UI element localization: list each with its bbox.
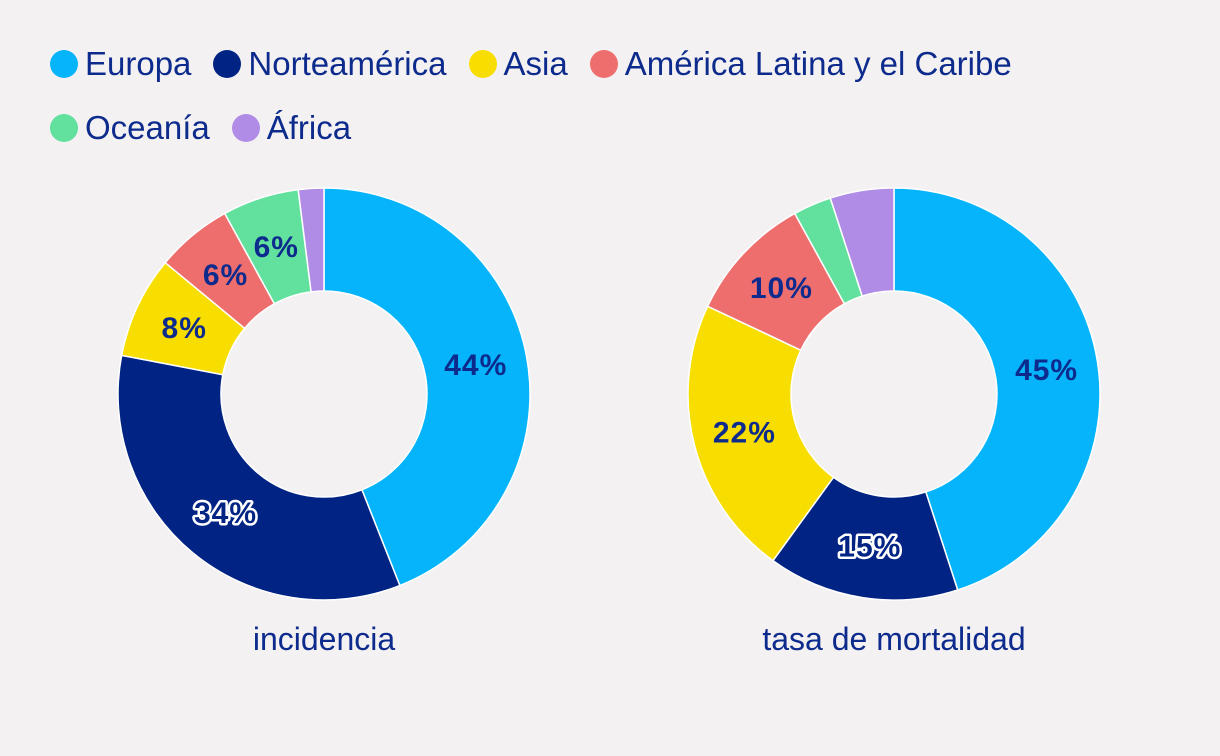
chart-title: tasa de mortalidad <box>762 621 1025 657</box>
legend-label: Norteamérica <box>248 45 447 82</box>
legend-item: Oceanía <box>50 109 210 146</box>
slice-label: 44% <box>444 349 507 382</box>
donut-chart-2: 45% 15% 22% 10% tasa de mortalidad <box>687 187 1101 657</box>
donut-slice <box>893 187 1101 591</box>
chart-title: incidencia <box>253 621 396 657</box>
slice-label: 6% <box>254 231 299 264</box>
slice-label: 34% <box>194 497 257 530</box>
donut-slice <box>687 305 835 562</box>
legend-item: Norteamérica <box>213 45 447 82</box>
legend-swatch <box>589 50 618 78</box>
legend-item: África <box>231 109 352 146</box>
legend-item: Europa <box>50 45 192 82</box>
legend-swatch <box>213 50 242 78</box>
donut-slice <box>829 187 895 297</box>
donut-chart-1: 44% 34% 8% 6%6% incidencia <box>117 187 531 657</box>
legend-label: América Latina y el Caribe <box>624 45 1012 82</box>
slice-label: 45% <box>1015 354 1078 387</box>
legend-label: Asia <box>503 45 568 82</box>
donut-slice <box>297 187 325 293</box>
legend-label: África <box>266 109 352 146</box>
slice-label: 10% <box>750 272 813 305</box>
legend-label: Oceanía <box>85 109 210 146</box>
slice-label: 8% <box>162 312 207 345</box>
legend-item: Asia <box>468 45 568 82</box>
donut-slice <box>771 476 959 601</box>
legend-swatch <box>50 50 78 78</box>
legend-swatch <box>468 50 497 78</box>
legend: Europa Norteamérica Asia América Latina y e… <box>50 45 1130 146</box>
legend-label: Europa <box>85 45 192 82</box>
slice-label: 15% <box>838 531 901 564</box>
legend-swatch <box>50 114 78 142</box>
donut-slice <box>117 354 401 601</box>
legend-item: América Latina y el Caribe <box>589 45 1012 82</box>
slice-label: 6% <box>203 259 248 292</box>
donut-slice <box>323 187 531 587</box>
legend-swatch <box>231 114 260 142</box>
slice-label: 22% <box>713 416 776 449</box>
